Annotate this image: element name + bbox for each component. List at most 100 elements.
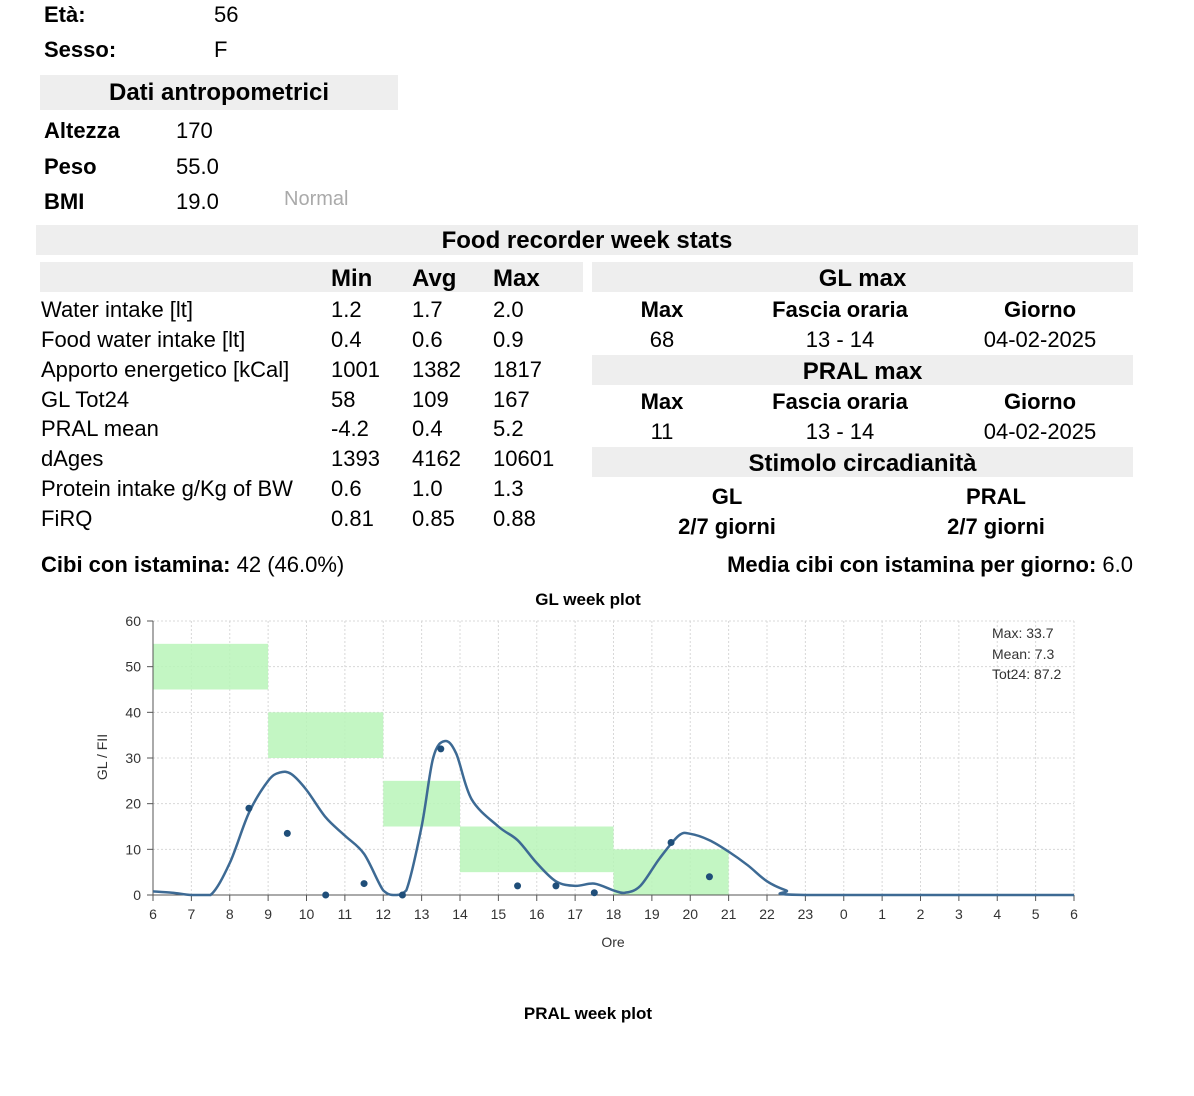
row-max: 0.9 [493,327,524,352]
row-min: 1.2 [331,297,362,322]
gl-x-tick-label: 3 [955,906,963,922]
circadian-header: Stimolo circadianità [592,447,1133,477]
gl-plot-ylabel: GL / FII [94,734,110,780]
circadian-gl-label: GL [711,484,743,509]
gl-y-tick-label: 20 [125,796,141,812]
height-label: Altezza [44,118,120,143]
histamine-daily-value: 6.0 [1102,552,1133,577]
bmi-class: Normal [284,188,349,210]
age-label: Età: [44,2,86,27]
col-min-header: Min [331,265,373,292]
gl-data-point [437,745,445,753]
row-avg: 109 [412,387,449,412]
gl-x-tick-label: 23 [798,906,814,922]
row-min: 0.6 [331,476,362,501]
sex-label: Sesso: [44,37,117,62]
row-min: 1393 [331,446,380,471]
pral-max-slot: 13 - 14 [805,419,875,444]
gl-x-tick-label: 7 [187,906,195,922]
gl-data-point [590,889,598,897]
row-avg: 1.0 [412,476,443,501]
gl-data-point [360,880,368,888]
histamine-daily: Media cibi con istamina per giorno: 6.0 [727,552,1133,578]
age-value: 56 [214,2,239,27]
gl-x-tick-label: 12 [375,906,391,922]
pral-plot-title: PRAL week plot [523,1004,653,1023]
gl-plot-points [245,745,713,899]
row-label: PRAL mean [41,416,159,441]
gl-x-tick-label: 4 [993,906,1001,922]
circadian-title: Stimolo circadianità [748,450,977,477]
gl-x-tick-label: 6 [1070,906,1078,922]
row-label: dAges [41,446,104,471]
row-max: 1817 [493,357,542,382]
bmi-label: BMI [44,189,85,214]
histamine-summary: Cibi con istamina: 42 (46.0%) [41,552,344,578]
gl-week-plot: GL week plot 6 7 8 9 10 11 12 13 14 15 16 17 18 19 20 2… [94,590,1078,950]
gl-plot-title: GL week plot [535,590,641,609]
row-label: Water intake [lt] [41,297,194,322]
gl-x-tick-label: 13 [414,906,430,922]
gl-data-point [514,882,522,890]
gl-plot-axes: 6 7 8 9 10 11 12 13 14 15 16 17 18 19 20 21 22 23 0 1 2 3 4 5 60… [125,613,1078,922]
pral-max-value: 11 [650,419,674,444]
row-avg: 1382 [412,357,461,382]
gl-x-tick-label: 9 [264,906,272,922]
height-value: 170 [176,118,213,143]
row-min: 0.81 [331,506,374,531]
row-avg: 1.7 [412,297,443,322]
week-stats-header: Food recorder week stats [36,225,1138,255]
col-avg-header: Avg [412,265,457,292]
gl-x-tick-label: 15 [491,906,507,922]
week-stats-title: Food recorder week stats [441,227,733,254]
gl-data-point [667,838,675,846]
gl-y-tick-label: 60 [125,613,141,629]
gl-data-point [283,829,291,837]
gl-data-point [398,891,406,899]
gl-y-tick-label: 0 [133,887,141,903]
bmi-value: 19.0 [176,189,219,214]
histamine-label: Cibi con istamina: [41,552,231,577]
pral-max-col-max: Max [640,389,684,414]
row-avg: 0.6 [412,327,443,352]
row-label: Protein intake g/Kg of BW [41,476,293,501]
stats-table-header [40,262,583,292]
gl-target-band [153,643,269,690]
anthropometric-header: Dati antropometrici [40,75,398,110]
gl-x-tick-label: 16 [529,906,545,922]
gl-x-tick-label: 2 [917,906,925,922]
row-max: 5.2 [493,416,524,441]
gl-data-point [245,804,253,812]
gl-y-tick-label: 10 [125,841,141,857]
gl-target-band [383,780,460,827]
pral-max-col-day: Giorno [1003,389,1077,414]
gl-curve-line [152,739,1074,897]
gl-data-point [705,873,713,881]
gl-x-tick-label: 1 [878,906,886,922]
gl-x-tick-label: 6 [149,906,157,922]
gl-y-tick-label: 30 [125,750,141,766]
histamine-daily-label: Media cibi con istamina per giorno: [727,552,1097,577]
gl-x-tick-label: 17 [567,906,583,922]
gl-data-point [322,891,330,899]
gl-plot-bands [153,643,729,895]
gl-max-value: 68 [649,327,675,352]
gl-stats-max: Max: 33.7 [992,625,1054,641]
row-avg: 4162 [412,446,461,471]
row-avg: 0.85 [412,506,455,531]
gl-x-tick-label: 11 [338,906,353,922]
row-min: 0.4 [331,327,362,352]
row-label: Apporto energetico [kCal] [41,357,290,382]
row-label: FiRQ [41,506,93,531]
gl-x-tick-label: 0 [840,906,848,922]
histamine-value: 42 (46.0%) [236,552,345,577]
weight-value: 55.0 [176,154,219,179]
gl-x-tick-label: 5 [1032,906,1040,922]
row-max: 167 [493,387,530,412]
row-min: 58 [331,387,356,412]
gl-max-col-slot: Fascia oraria [772,297,908,322]
gl-target-band [268,712,384,758]
gl-plot-curve-group [152,739,1074,897]
circadian-pral-value: 2/7 giorni [947,514,1045,539]
gl-max-header: GL max [592,262,1133,292]
